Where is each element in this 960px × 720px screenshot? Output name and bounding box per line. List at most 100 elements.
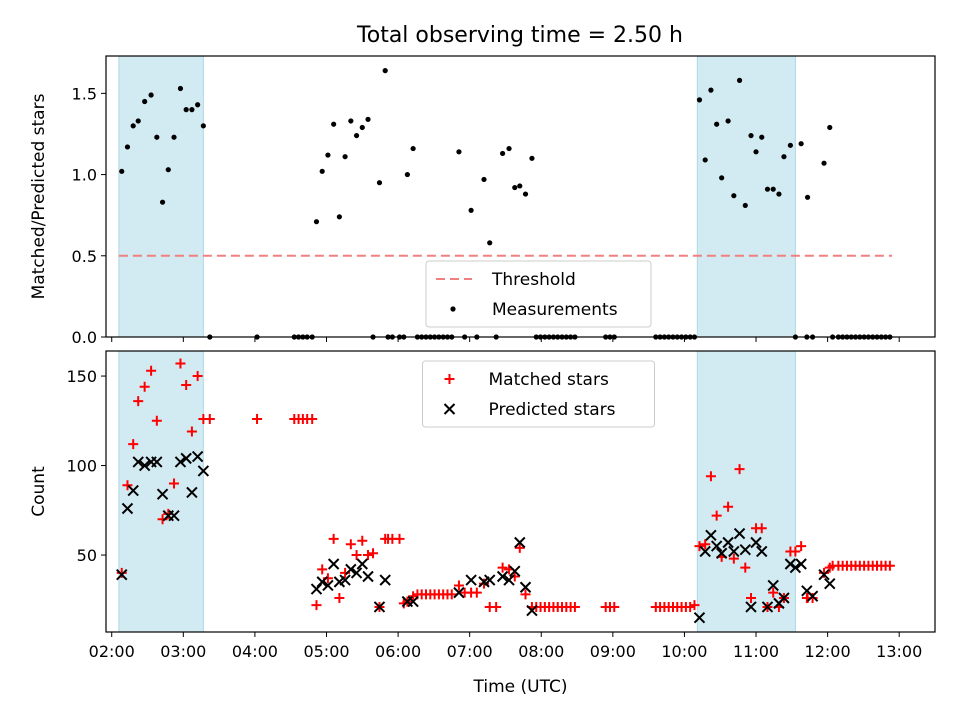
predicted-star-point — [379, 574, 391, 586]
matched-star-point — [345, 539, 356, 550]
measurement-point — [195, 102, 201, 108]
y-tick-label: 50 — [77, 546, 97, 565]
matched-star-point — [204, 414, 215, 425]
x-tick-label: 11:00 — [733, 642, 779, 661]
predicted-star-point — [705, 529, 717, 542]
predicted-star-point — [345, 563, 357, 576]
y-tick-label: 1.0 — [72, 166, 97, 185]
x-tick-label: 10:00 — [661, 642, 707, 661]
measurement-point — [410, 145, 416, 152]
measurement-point — [529, 155, 535, 161]
y-tick-label: 100 — [66, 457, 97, 476]
measurement-point — [522, 191, 529, 197]
measurement-point — [348, 118, 354, 124]
measurement-point — [365, 116, 371, 122]
x-tick-label: 07:00 — [447, 642, 493, 661]
measurement-point — [135, 118, 141, 124]
measurement-point — [331, 121, 337, 127]
predicted-star-point — [322, 579, 334, 592]
measurement-point — [776, 191, 782, 197]
matched-star-point — [819, 567, 830, 578]
predicted-star-point — [180, 452, 192, 465]
measurement-point — [731, 193, 737, 199]
measurement-point — [119, 168, 125, 174]
measurement-point — [177, 85, 184, 92]
matched-star-point — [181, 380, 192, 391]
matched-star-point — [139, 381, 150, 392]
shaded-interval — [696, 350, 796, 633]
predicted-star-point — [310, 583, 323, 595]
matched-star-point — [711, 510, 722, 521]
matched-star-point — [734, 464, 745, 475]
predicted-star-point — [767, 579, 779, 592]
measurement-point — [719, 175, 725, 181]
matched-star-point — [128, 439, 139, 450]
matched-star-point — [368, 548, 379, 559]
measurement-point — [696, 97, 703, 103]
matched-star-point — [569, 601, 580, 612]
measurement-point — [171, 134, 177, 140]
matched-star-point — [186, 426, 197, 437]
measurement-point — [142, 98, 148, 105]
legend-measurement-swatch — [450, 306, 456, 312]
matched-star-point — [317, 564, 328, 575]
measurement-point — [404, 171, 410, 178]
matched-star-point — [151, 415, 162, 426]
x-tick-label: 12:00 — [805, 642, 851, 661]
legend-label: Measurements — [492, 300, 618, 320]
legend-matched-swatch — [444, 374, 455, 384]
matched-star-point — [146, 365, 157, 376]
matched-star-point — [768, 587, 779, 598]
matched-star-point — [609, 601, 620, 612]
predicted-star-point — [316, 576, 328, 588]
measurement-point — [130, 123, 136, 129]
measurement-point — [500, 150, 506, 157]
y-tick-label: 150 — [66, 367, 97, 386]
measurement-point — [468, 207, 474, 213]
predicted-star-point — [824, 577, 836, 590]
x-tick-label: 08:00 — [518, 642, 564, 661]
matched-star-point — [394, 533, 405, 544]
measurement-point — [708, 87, 714, 93]
measurement-point — [517, 183, 523, 189]
legend-label: Matched stars — [489, 370, 609, 390]
matched-star-point — [491, 601, 502, 612]
matched-star-point — [453, 580, 464, 591]
predicted-star-point — [186, 486, 198, 499]
predicted-star-point — [121, 502, 134, 515]
ratio-panel: 0.0 0.5 1.0 1.5 Matched/Predicted stars Thres… — [29, 55, 936, 347]
measurement-point — [748, 132, 754, 139]
measurement-point — [359, 124, 365, 131]
measurement-point — [336, 214, 342, 220]
measurement-point — [200, 123, 206, 129]
matched-star-point — [446, 589, 457, 600]
predicted-star-point — [174, 456, 187, 468]
predicted-star-point — [127, 484, 139, 497]
x-tick-label: 09:00 — [590, 642, 636, 661]
matched-star-point — [307, 414, 318, 425]
predicted-star-point — [168, 509, 180, 522]
x-axis-label: Time (UTC) — [473, 677, 568, 697]
predicted-star-point — [519, 581, 532, 593]
predicted-star-point — [728, 545, 740, 558]
predicted-star-point — [356, 558, 368, 570]
matched-star-point — [311, 600, 322, 611]
predicted-star-point — [745, 601, 757, 613]
matched-star-point — [728, 553, 739, 564]
measurement-point — [353, 132, 360, 139]
predicted-star-point — [733, 527, 746, 540]
measurement-point — [787, 142, 793, 148]
matched-star-point — [169, 478, 180, 489]
matched-star-point — [796, 541, 807, 552]
predicted-star-point — [739, 543, 751, 556]
measurement-point — [481, 176, 487, 183]
count-panel: 50 100 150 02:00 03:00 04:00 05:00 06:00 07:00 08… — [29, 350, 936, 697]
measurement-point — [148, 92, 154, 98]
predicted-star-point — [132, 456, 144, 468]
matched-star-point — [328, 533, 339, 544]
measurement-point — [821, 160, 827, 166]
matched-star-point — [520, 589, 531, 600]
x-tick-label: 06:00 — [375, 642, 421, 661]
y-axis-label: Matched/Predicted stars — [29, 93, 49, 299]
predicted-star-point — [484, 574, 496, 586]
